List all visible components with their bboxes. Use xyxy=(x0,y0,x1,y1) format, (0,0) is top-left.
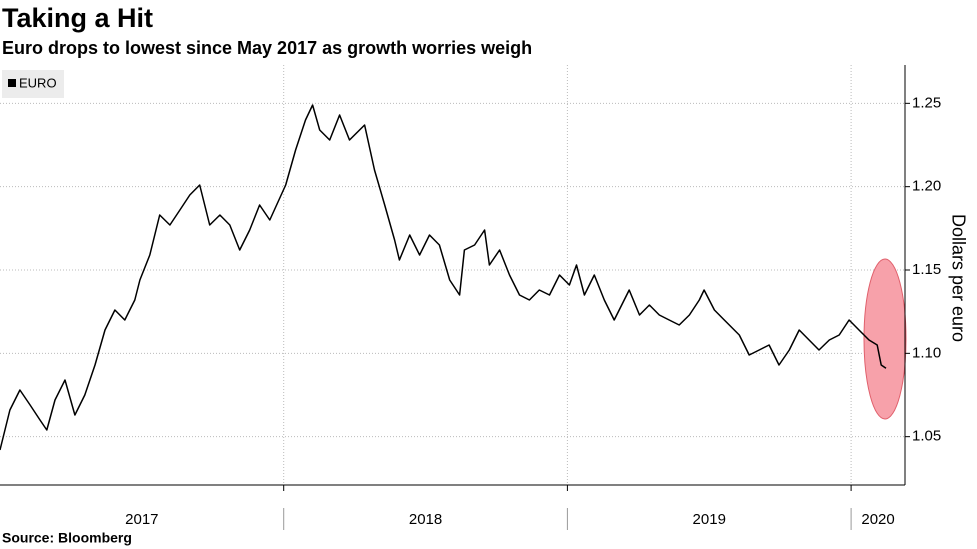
y-tick-label: 1.05 xyxy=(912,428,941,445)
y-tick-label: 1.20 xyxy=(912,178,941,195)
chart-title: Taking a Hit xyxy=(2,3,153,33)
chart-subtitle: Euro drops to lowest since May 2017 as g… xyxy=(2,38,532,58)
series-line xyxy=(0,104,887,451)
x-tick-label: 2018 xyxy=(409,511,442,528)
y-tick-label: 1.10 xyxy=(912,344,941,361)
y-axis-label: Dollars per euro xyxy=(948,214,968,342)
x-tick-label: 2019 xyxy=(693,511,726,528)
y-tick-label: 1.15 xyxy=(912,261,941,278)
x-tick-label: 2020 xyxy=(861,511,894,528)
source: Source: Bloomberg xyxy=(2,530,132,546)
y-tick-label: 1.25 xyxy=(912,94,941,111)
legend-label: EURO xyxy=(19,75,57,90)
x-tick-label: 2017 xyxy=(125,511,158,528)
highlight-ellipse xyxy=(863,258,907,420)
legend-swatch xyxy=(8,79,16,87)
